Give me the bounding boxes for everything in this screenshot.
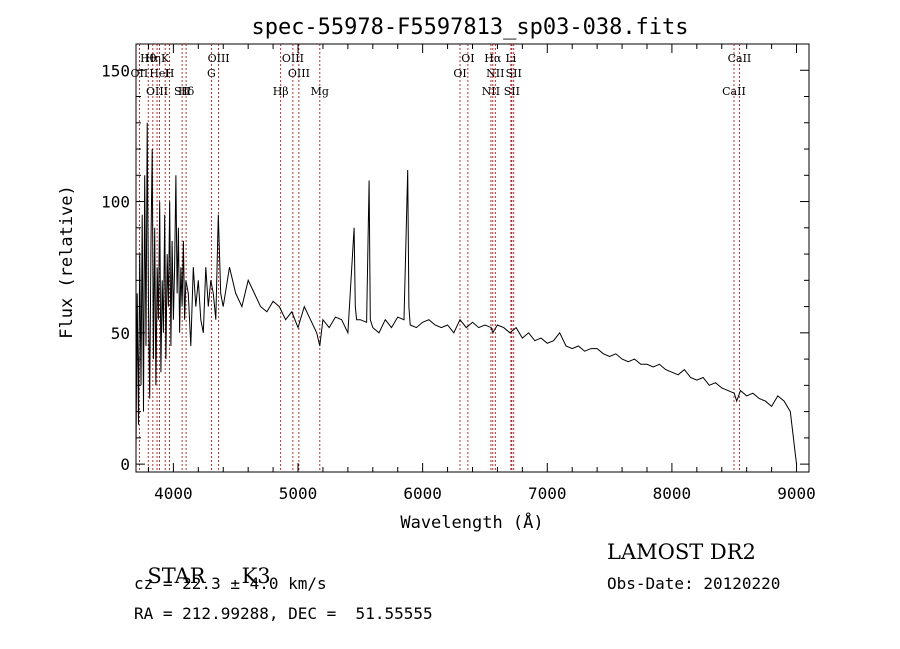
line-marker-label: CaII — [728, 52, 752, 65]
redshift-readout: cz = 22.3 ± 4.0 km/s — [134, 574, 327, 593]
line-marker-label: SII — [506, 67, 522, 80]
line-marker-label: OIII — [282, 52, 304, 65]
line-marker-label: NII — [486, 67, 504, 80]
object-class: STAR K3 — [134, 540, 271, 588]
x-tick-label: 8000 — [653, 484, 692, 503]
line-marker-label: OII — [131, 67, 149, 80]
subclass-label: K3 — [241, 564, 271, 588]
y-tick-label: 50 — [111, 324, 130, 343]
y-axis: 0 50 100 150 — [101, 61, 809, 474]
plot-frame — [135, 43, 810, 473]
y-tick-label: 0 — [120, 455, 130, 474]
x-tick-label: 6000 — [403, 484, 442, 503]
line-marker-labels: HθOIIOIIIKHeISIIHηHHδOIIIGHβOIIIOIIIMgOI… — [131, 52, 752, 98]
line-marker-label: OIII — [288, 67, 310, 80]
line-marker-label: H — [165, 67, 175, 80]
line-marker-label: Hθ — [140, 52, 157, 65]
line-marker-label: CaII — [722, 85, 746, 98]
y-tick-label: 150 — [101, 61, 130, 80]
x-tick-label: 4000 — [154, 484, 193, 503]
line-marker-label: Mg — [311, 85, 329, 98]
x-tick-label: 5000 — [279, 484, 318, 503]
line-marker-label: OI — [453, 67, 466, 80]
line-marker-label: Hα — [484, 52, 502, 65]
x-tick-label: 9000 — [777, 484, 816, 503]
object-class-label: STAR — [147, 564, 206, 588]
coords-readout: RA = 212.99288, DEC = 51.55555 — [134, 604, 433, 623]
y-tick-label: 100 — [101, 193, 130, 212]
line-marker-label: Li — [505, 52, 516, 65]
x-tick-label: 7000 — [528, 484, 567, 503]
line-marker-label: SII — [174, 85, 190, 98]
line-marker-label: OI — [461, 52, 474, 65]
line-marker-label: G — [207, 67, 216, 80]
line-marker-label: K — [161, 52, 170, 65]
line-marker-label: NII — [482, 85, 500, 98]
y-axis-label: Flux (relative) — [57, 185, 77, 339]
line-marker-label: Hβ — [273, 85, 289, 98]
line-marker-label: Hη — [145, 52, 161, 65]
line-marker-label: HeI — [149, 67, 169, 80]
x-axis-label: Wavelength (Å) — [400, 511, 543, 533]
x-axis: 4000 5000 6000 7000 8000 9000 — [147, 44, 816, 503]
obs-date-readout: Obs-Date: 20120220 — [607, 574, 781, 593]
chart-title: spec-55978-F5597813_sp03-038.fits — [251, 15, 688, 40]
survey-label: LAMOST DR2 — [607, 540, 756, 564]
line-marker-label: OIII — [208, 52, 230, 65]
line-markers — [138, 44, 740, 472]
line-marker-label: Hδ — [178, 85, 195, 98]
spectrum-line — [135, 122, 797, 465]
line-marker-label: SII — [504, 85, 520, 98]
line-marker-label: OIII — [146, 85, 168, 98]
